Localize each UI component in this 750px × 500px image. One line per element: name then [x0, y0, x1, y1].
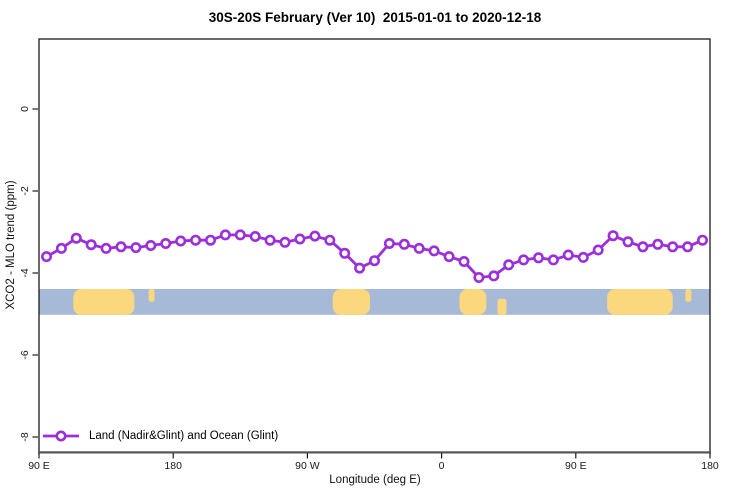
x-axis-label: Longitude (deg E) — [329, 474, 421, 486]
y-tick-label: -8 — [19, 432, 31, 441]
data-point — [249, 231, 261, 243]
x-tick-label: 90 W — [295, 460, 320, 472]
land-patch-new-caledonia-west — [148, 288, 155, 302]
data-point — [652, 238, 664, 250]
legend-label: Land (Nadir&Glint) and Ocean (Glint) — [89, 430, 279, 442]
data-point — [428, 245, 440, 257]
data-point — [294, 233, 306, 245]
data-point — [354, 262, 366, 274]
x-tick-label: 0 — [439, 460, 445, 472]
data-point — [458, 255, 470, 267]
x-tick-label: 90 E — [28, 460, 50, 472]
data-point — [607, 230, 619, 242]
data-point — [40, 251, 52, 263]
y-tick-label: 0 — [19, 106, 31, 112]
x-tick-label: 180 — [701, 460, 719, 472]
data-point — [383, 238, 395, 250]
data-point — [547, 254, 559, 266]
data-point — [473, 271, 485, 283]
data-point — [324, 234, 336, 246]
x-tick-label: 180 — [164, 460, 182, 472]
y-tick-label: -4 — [19, 268, 31, 277]
data-point — [413, 242, 425, 254]
data-point — [532, 252, 544, 264]
y-tick-label: -6 — [19, 350, 31, 359]
land-patch-madagascar — [497, 298, 507, 315]
data-point — [562, 249, 574, 261]
y-tick-label: -2 — [19, 186, 31, 195]
data-point — [175, 235, 187, 247]
data-point — [667, 241, 679, 253]
data-point — [309, 230, 321, 242]
legend-line-marker-icon — [43, 430, 79, 442]
data-point — [488, 270, 500, 282]
data-point — [503, 259, 515, 271]
data-point — [145, 240, 157, 252]
legend: Land (Nadir&Glint) and Ocean (Glint) — [42, 427, 278, 445]
data-point — [398, 238, 410, 250]
data-point — [443, 251, 455, 263]
data-point — [100, 242, 112, 254]
data-point — [160, 238, 172, 250]
data-point — [682, 241, 694, 253]
data-point — [85, 239, 97, 251]
data-point — [696, 234, 708, 246]
land-patch-south-america — [332, 288, 371, 315]
data-point — [637, 241, 649, 253]
data-point — [592, 244, 604, 256]
data-point — [339, 247, 351, 259]
x-tick-label: 90 E — [565, 460, 587, 472]
data-point — [577, 251, 589, 263]
data-point — [368, 255, 380, 267]
data-point — [234, 229, 246, 241]
data-point — [55, 242, 67, 254]
data-point — [264, 234, 276, 246]
land-patch-australia-west — [73, 288, 135, 315]
data-point — [219, 229, 231, 241]
data-point — [518, 254, 530, 266]
data-point — [190, 234, 202, 246]
data-point — [130, 242, 142, 254]
data-point — [279, 236, 291, 248]
data-point — [115, 241, 127, 253]
data-point — [622, 236, 634, 248]
land-patch-new-caledonia-east — [685, 288, 692, 302]
data-point — [205, 234, 217, 246]
chart-title: 30S-20S February (Ver 10) 2015-01-01 to … — [208, 10, 542, 25]
data-point — [70, 232, 82, 244]
land-patch-africa — [459, 288, 487, 315]
land-patch-australia-east — [607, 288, 673, 315]
